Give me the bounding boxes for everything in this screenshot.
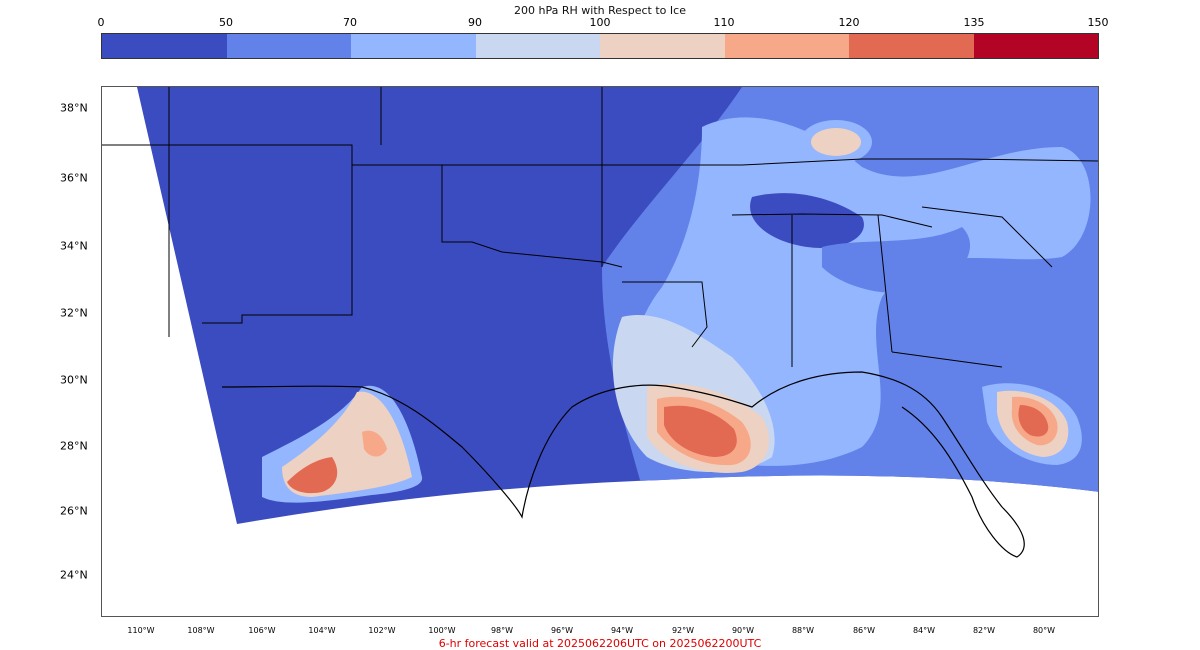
- lon-label: 92°W: [671, 626, 695, 635]
- rh-band-120-135: [287, 457, 338, 494]
- lat-label: 36°N: [60, 171, 88, 185]
- lon-label: 80°W: [1032, 626, 1056, 635]
- lon-label: 100°W: [428, 626, 456, 635]
- lat-label: 38°N: [60, 101, 88, 115]
- lat-label: 32°N: [60, 306, 88, 320]
- colorbar-segment: [724, 34, 849, 58]
- colorbar-title: 200 hPa RH with Respect to Ice: [514, 4, 686, 17]
- rh-band-120-135: [1018, 405, 1049, 437]
- lon-label: 86°W: [852, 626, 876, 635]
- colorbar-tick: 100: [589, 16, 611, 29]
- lat-label: 24°N: [60, 568, 88, 582]
- colorbar-tick: 70: [343, 16, 357, 29]
- colorbar-tick: 110: [713, 16, 735, 29]
- colorbar-tick: 90: [468, 16, 482, 29]
- lat-label: 28°N: [60, 439, 88, 453]
- map-panel: [101, 86, 1099, 617]
- lon-label: 96°W: [550, 626, 574, 635]
- rh-band-110-120: [362, 430, 387, 457]
- colorbar-tick: 50: [219, 16, 233, 29]
- colorbar-segment: [226, 34, 351, 58]
- rh-band-100-110: [811, 128, 861, 156]
- rh-band-50-70: [822, 227, 971, 294]
- lon-label: 108°W: [187, 626, 215, 635]
- colorbar-segment: [600, 34, 725, 58]
- lat-label: 26°N: [60, 504, 88, 518]
- lat-label: 34°N: [60, 239, 88, 253]
- state-borders: [102, 87, 1098, 368]
- lon-label: 84°W: [912, 626, 936, 635]
- colorbar-segment: [849, 34, 974, 58]
- lon-label: 102°W: [368, 626, 396, 635]
- colorbar-segment: [102, 34, 227, 58]
- colorbar-tick: 135: [963, 16, 985, 29]
- colorbar-segment: [351, 34, 476, 58]
- rh-dry-pocket: [750, 193, 864, 248]
- lon-label: 90°W: [731, 626, 755, 635]
- lon-label: 88°W: [791, 626, 815, 635]
- rh-band-120-135: [664, 405, 737, 457]
- rh-band-50-70: [952, 297, 1098, 407]
- lon-label: 104°W: [308, 626, 336, 635]
- colorbar-tick: 0: [97, 16, 105, 29]
- colorbar-segment: [475, 34, 600, 58]
- lon-label: 98°W: [490, 626, 514, 635]
- lon-label: 110°W: [127, 626, 155, 635]
- coastline: [221, 371, 1025, 558]
- colorbar-segment: [973, 34, 1098, 58]
- forecast-caption: 6-hr forecast valid at 2025062206UTC on …: [438, 637, 762, 650]
- colorbar: [101, 33, 1099, 59]
- colorbar-tick: 150: [1087, 16, 1109, 29]
- lon-label: 94°W: [610, 626, 634, 635]
- lon-label: 82°W: [972, 626, 996, 635]
- colorbar-tick: 120: [838, 16, 860, 29]
- lat-label: 30°N: [60, 373, 88, 387]
- lon-label: 106°W: [248, 626, 276, 635]
- rh-field-map: [102, 87, 1098, 558]
